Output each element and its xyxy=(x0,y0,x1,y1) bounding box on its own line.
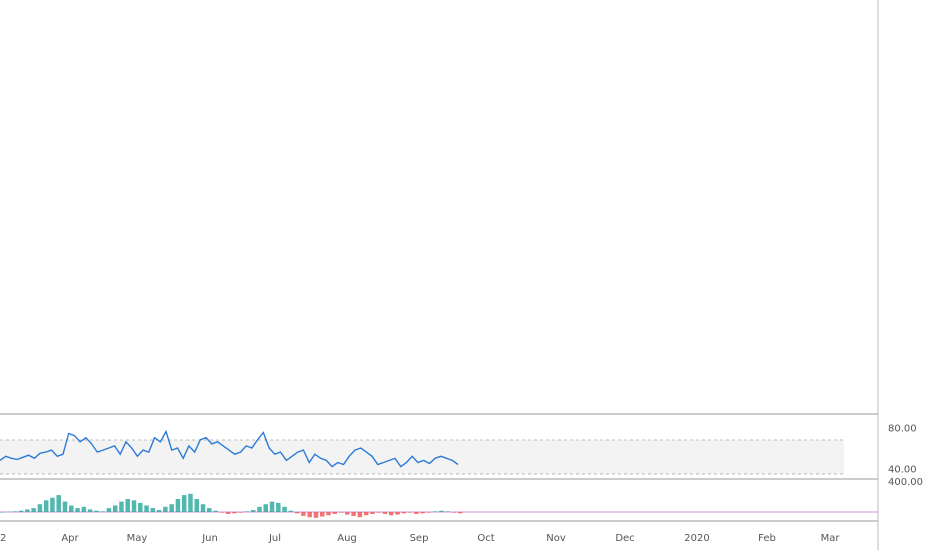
time-label-8: Nov xyxy=(546,533,566,544)
histogram-bar-23 xyxy=(144,506,149,513)
histogram-bar-60 xyxy=(376,512,381,513)
histogram-bar-28 xyxy=(176,499,181,512)
histogram-bar-9 xyxy=(56,495,61,512)
histogram-bar-64 xyxy=(402,512,407,513)
histogram-bar-48 xyxy=(301,512,306,516)
histogram-bar-33 xyxy=(207,508,212,512)
histogram-bar-49 xyxy=(307,512,312,517)
histogram-bar-70 xyxy=(439,511,444,512)
histogram-tick: 400.00 xyxy=(888,477,923,488)
histogram-bar-16 xyxy=(100,511,105,512)
histogram-bar-10 xyxy=(63,502,68,512)
histogram-bar-34 xyxy=(213,511,218,512)
histogram-bar-37 xyxy=(232,512,237,513)
histogram-bar-13 xyxy=(82,507,87,512)
histogram-bar-51 xyxy=(320,512,325,517)
histogram-bar-17 xyxy=(107,508,112,512)
rsi-tick-40: 40.00 xyxy=(888,465,917,476)
histogram-bar-45 xyxy=(282,507,287,512)
histogram-bar-22 xyxy=(138,503,143,512)
time-label-1: Apr xyxy=(61,533,79,544)
time-label-11: Feb xyxy=(758,533,776,544)
histogram-bar-12 xyxy=(75,508,80,512)
histogram-bar-46 xyxy=(289,511,294,512)
histogram-bar-67 xyxy=(420,512,425,513)
time-label-5: Aug xyxy=(337,533,357,544)
time-axis[interactable]: 2 Apr May Jun Jul Aug Sep Oct Nov Dec 2020 Feb Mar xyxy=(0,533,840,544)
histogram-bar-72 xyxy=(452,512,457,513)
histogram-bar-15 xyxy=(94,511,99,512)
histogram-bar-26 xyxy=(163,507,168,512)
price-axis[interactable]: 20000.0016000.0014000.0012000.0010000.00… xyxy=(878,0,932,488)
histogram-bar-5 xyxy=(31,508,36,512)
histogram-bar-20 xyxy=(125,499,130,512)
histogram-bar-63 xyxy=(395,512,400,515)
histogram-bar-7 xyxy=(44,500,49,512)
rsi-band xyxy=(0,440,844,474)
histogram-bar-3 xyxy=(19,511,24,512)
histogram-bar-59 xyxy=(370,512,375,514)
time-label-3: Jun xyxy=(201,533,218,544)
time-label-2: May xyxy=(127,533,148,544)
histogram-bar-68 xyxy=(427,512,432,513)
histogram-bar-29 xyxy=(182,495,187,512)
histogram-bar-52 xyxy=(326,512,331,515)
histogram-bar-18 xyxy=(113,506,118,513)
histogram-bar-25 xyxy=(157,510,162,512)
time-label-10: 2020 xyxy=(684,533,709,544)
time-label-7: Oct xyxy=(477,533,494,544)
histogram-bar-38 xyxy=(238,512,243,513)
histogram-bar-6 xyxy=(38,504,43,512)
histogram-bar-65 xyxy=(408,512,413,513)
time-label-0: 2 xyxy=(0,533,6,544)
histogram-bar-36 xyxy=(226,512,231,514)
histogram-bar-27 xyxy=(169,504,174,512)
histogram-bar-55 xyxy=(345,512,350,515)
histogram-bar-69 xyxy=(433,511,438,512)
histogram-bar-56 xyxy=(351,512,356,516)
histogram-bar-40 xyxy=(251,510,256,512)
histogram-bar-42 xyxy=(264,504,269,512)
histogram-bar-0 xyxy=(0,512,5,513)
time-label-9: Dec xyxy=(615,533,634,544)
histogram-bar-8 xyxy=(50,498,55,512)
histogram-bar-35 xyxy=(220,512,225,513)
histogram-bar-32 xyxy=(201,504,206,512)
histogram-bar-2 xyxy=(13,511,18,512)
histogram-bar-50 xyxy=(314,512,319,518)
histogram-bar-73 xyxy=(458,512,463,513)
histogram-bar-57 xyxy=(358,512,363,517)
lower-panels xyxy=(0,432,878,518)
histogram-bar-53 xyxy=(333,512,338,514)
histogram-bar-71 xyxy=(445,511,450,512)
histogram-bar-39 xyxy=(245,511,250,512)
histogram-bar-44 xyxy=(276,503,281,512)
histogram-bar-4 xyxy=(25,509,30,512)
histogram-bar-41 xyxy=(257,507,262,512)
histogram-bar-66 xyxy=(414,512,419,514)
time-label-6: Sep xyxy=(410,533,429,544)
histogram-bar-43 xyxy=(270,502,275,512)
histogram-bar-31 xyxy=(194,499,199,512)
histogram-bar-62 xyxy=(389,512,394,515)
histogram-bar-24 xyxy=(151,508,156,512)
histogram-bar-30 xyxy=(188,494,193,512)
histogram-bar-11 xyxy=(69,506,74,513)
histogram-bar-19 xyxy=(119,502,124,512)
histogram-bar-58 xyxy=(364,512,369,515)
histogram-bar-21 xyxy=(132,500,137,512)
time-label-12: Mar xyxy=(821,533,841,544)
rsi-tick-80: 80.00 xyxy=(888,423,917,434)
histogram-bar-14 xyxy=(88,509,93,512)
histogram-bar-61 xyxy=(383,512,388,514)
histogram-bar-54 xyxy=(339,512,344,513)
histogram-bar-47 xyxy=(295,512,300,513)
time-label-4: Jul xyxy=(268,533,281,544)
